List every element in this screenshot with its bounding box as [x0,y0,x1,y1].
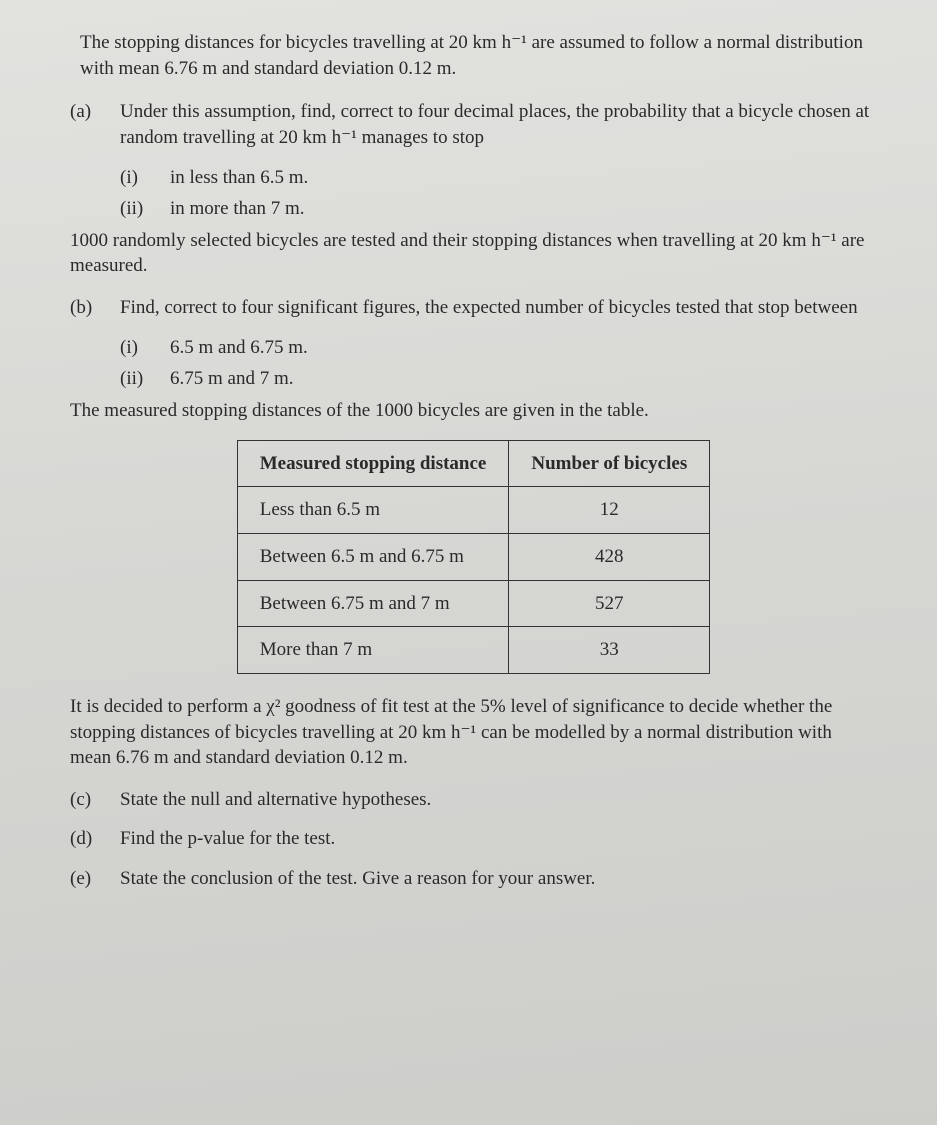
part-a-i-text: in less than 6.5 m. [170,165,877,191]
table-header-row: Measured stopping distance Number of bic… [237,440,709,487]
part-d-text: Find the p-value for the test. [120,826,877,852]
part-d: (d) Find the p-value for the test. [70,826,877,852]
part-a-text: Under this assumption, find, correct to … [120,99,877,150]
table-cell-distance: Between 6.5 m and 6.75 m [237,533,509,580]
table-row: Between 6.75 m and 7 m 527 [237,580,709,627]
part-c-text: State the null and alternative hypothese… [120,787,877,813]
part-b-ii: (ii) 6.75 m and 7 m. [120,366,877,392]
part-a: (a) Under this assumption, find, correct… [70,99,877,150]
part-a-i-label: (i) [120,165,170,191]
part-a-label: (a) [70,99,120,150]
table-row: Less than 6.5 m 12 [237,487,709,534]
mid-paragraph-3: It is decided to perform a χ² goodness o… [70,694,877,771]
table-cell-count: 33 [509,627,710,674]
part-a-subs: (i) in less than 6.5 m. (ii) in more tha… [120,165,877,222]
table-cell-count: 527 [509,580,710,627]
part-b: (b) Find, correct to four significant fi… [70,295,877,321]
table-cell-distance: More than 7 m [237,627,509,674]
part-a-ii-label: (ii) [120,196,170,222]
table-header-count: Number of bicycles [509,440,710,487]
part-b-ii-label: (ii) [120,366,170,392]
part-b-i-text: 6.5 m and 6.75 m. [170,335,877,361]
mid-paragraph-1: 1000 randomly selected bicycles are test… [70,228,877,279]
part-a-ii: (ii) in more than 7 m. [120,196,877,222]
part-a-body: Under this assumption, find, correct to … [120,99,877,150]
part-b-body: Find, correct to four significant figure… [120,295,877,321]
table-header-distance: Measured stopping distance [237,440,509,487]
table-row: Between 6.5 m and 6.75 m 428 [237,533,709,580]
part-c-label: (c) [70,787,120,813]
data-table: Measured stopping distance Number of bic… [237,440,710,674]
part-e-label: (e) [70,866,120,892]
part-b-i: (i) 6.5 m and 6.75 m. [120,335,877,361]
table-cell-count: 428 [509,533,710,580]
part-b-i-label: (i) [120,335,170,361]
intro-paragraph: The stopping distances for bicycles trav… [80,30,877,81]
part-a-i: (i) in less than 6.5 m. [120,165,877,191]
mid-paragraph-2: The measured stopping distances of the 1… [70,398,877,424]
part-e: (e) State the conclusion of the test. Gi… [70,866,877,892]
table-cell-distance: Less than 6.5 m [237,487,509,534]
part-b-text: Find, correct to four significant figure… [120,295,877,321]
part-b-label: (b) [70,295,120,321]
part-e-text: State the conclusion of the test. Give a… [120,866,877,892]
table-row: More than 7 m 33 [237,627,709,674]
part-a-ii-text: in more than 7 m. [170,196,877,222]
exam-page: The stopping distances for bicycles trav… [0,0,937,1125]
part-b-ii-text: 6.75 m and 7 m. [170,366,877,392]
part-d-label: (d) [70,826,120,852]
part-b-subs: (i) 6.5 m and 6.75 m. (ii) 6.75 m and 7 … [120,335,877,392]
part-c: (c) State the null and alternative hypot… [70,787,877,813]
table-cell-count: 12 [509,487,710,534]
table-cell-distance: Between 6.75 m and 7 m [237,580,509,627]
